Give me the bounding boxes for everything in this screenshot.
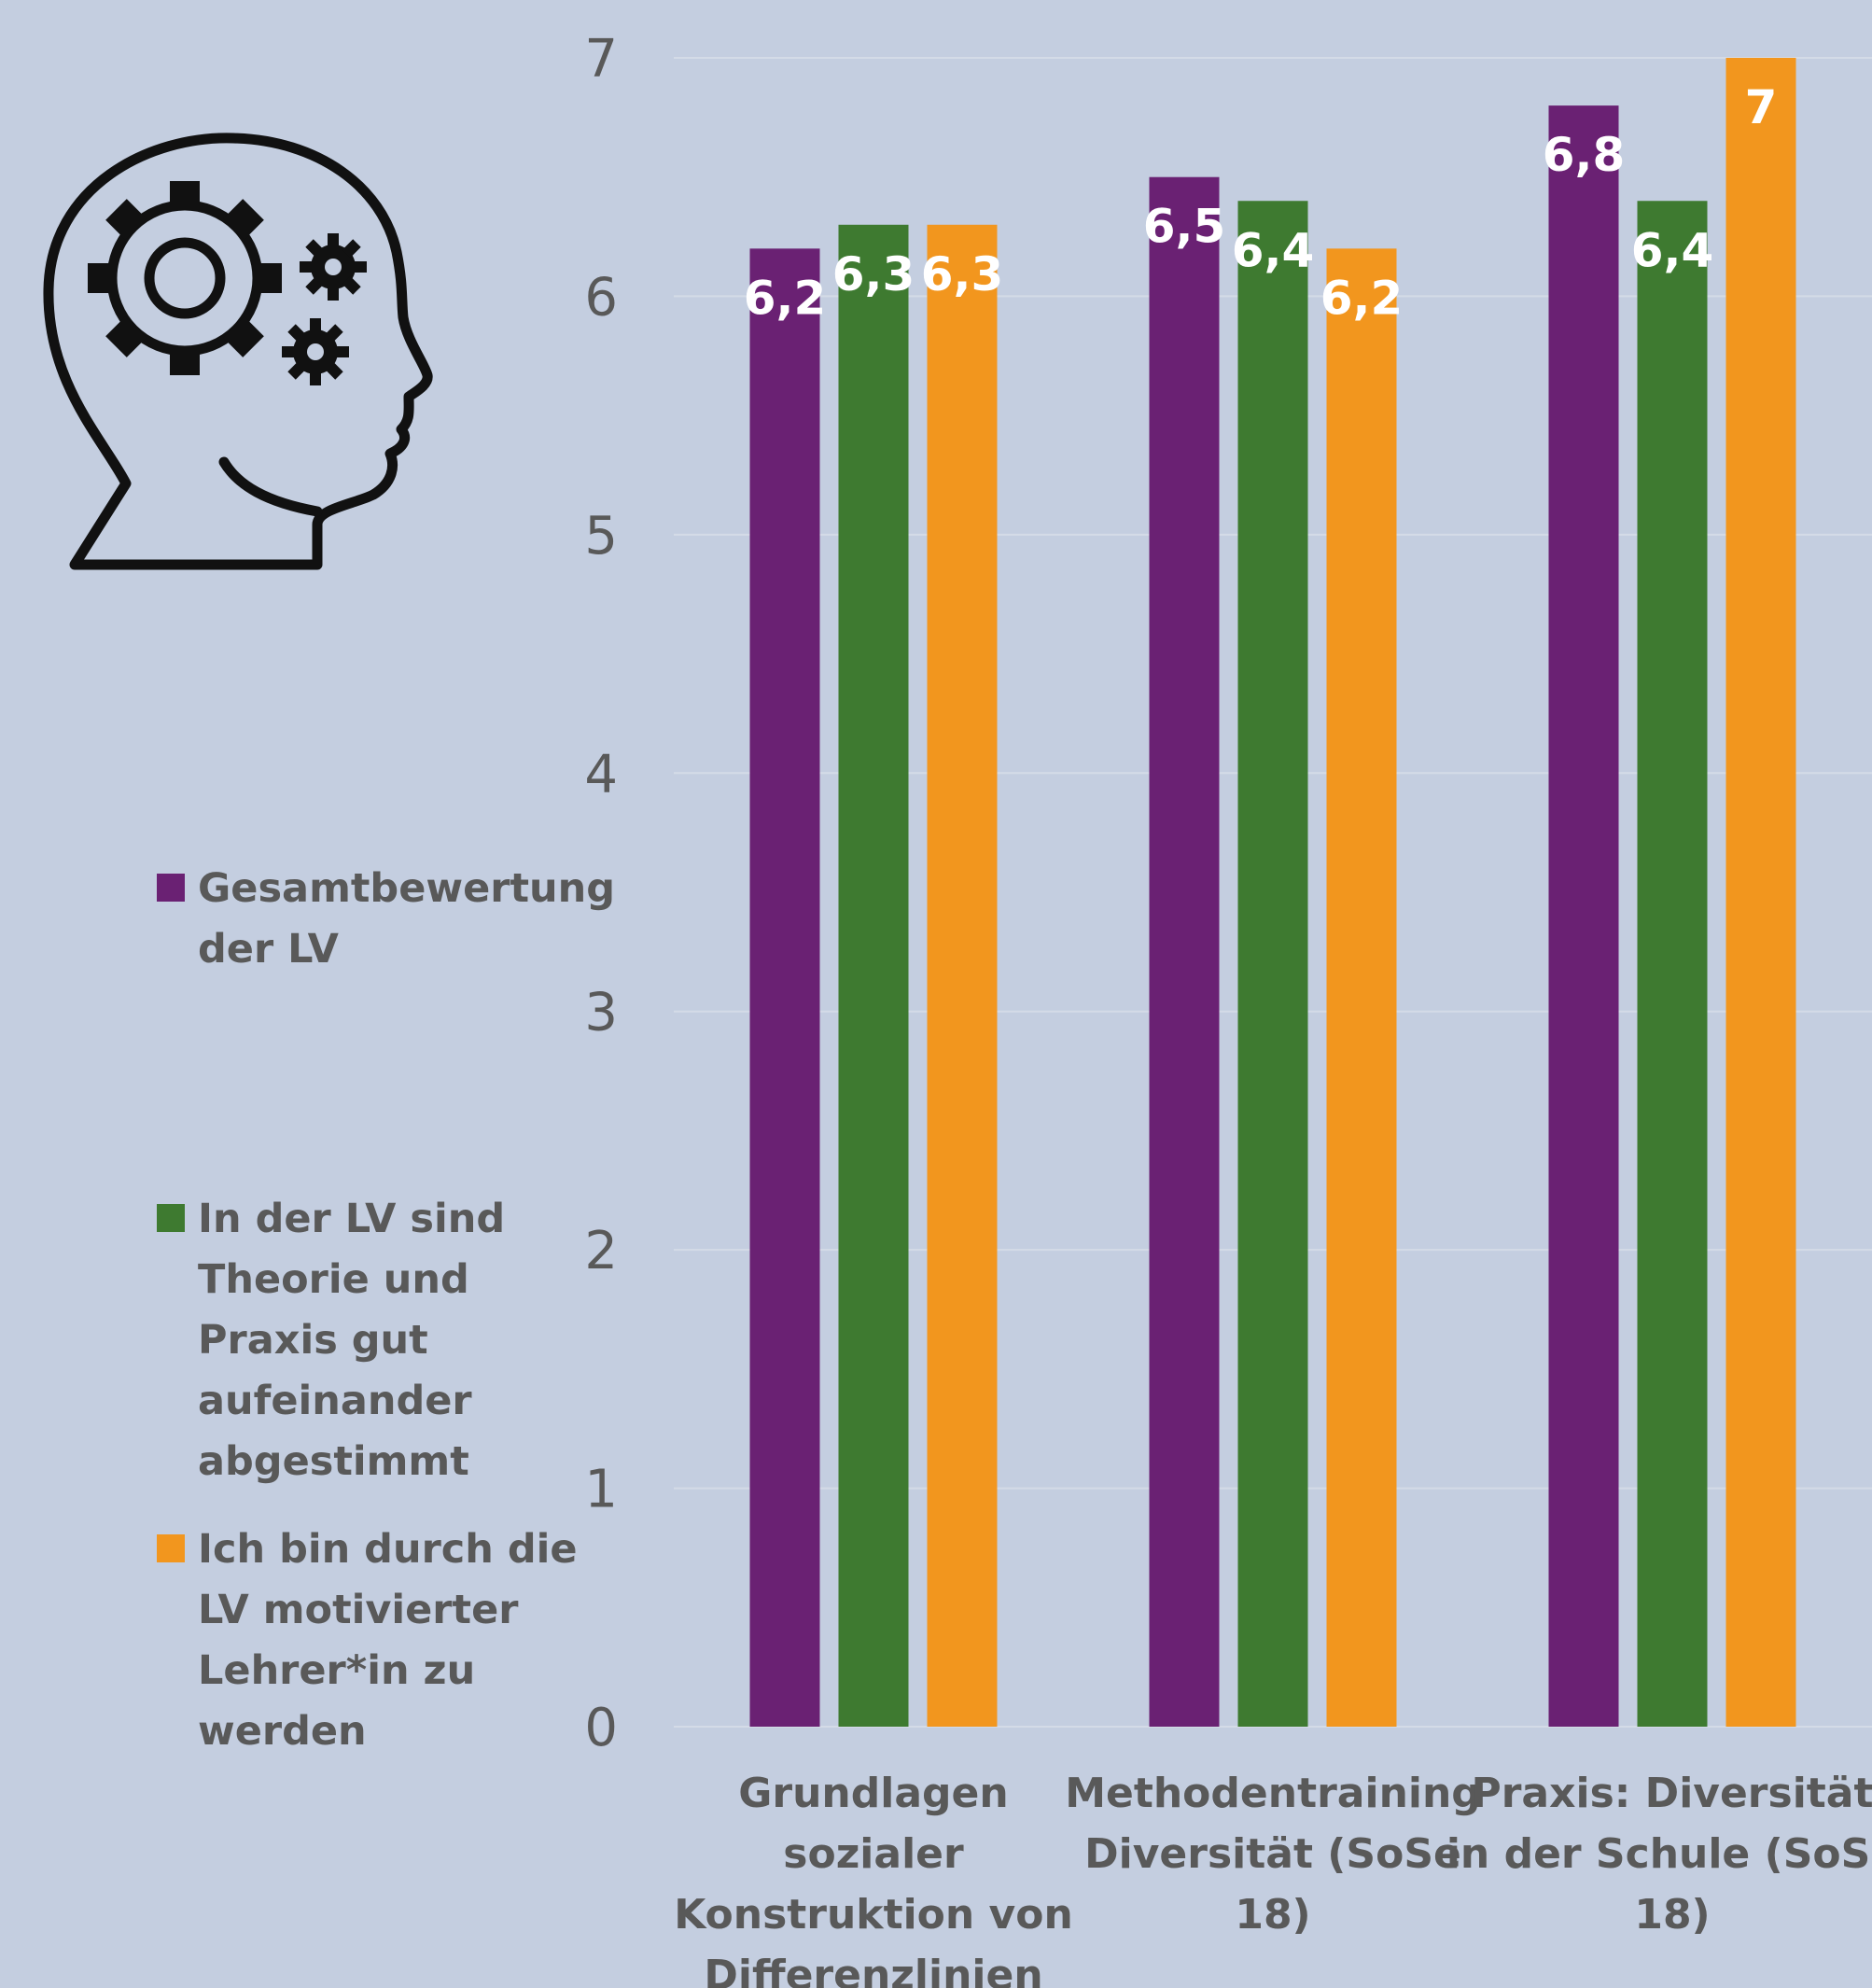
bar [1637,201,1708,1728]
data-labels: 6,26,56,86,3 6,4 6,46,3 6,27 [744,80,1778,325]
head-with-gears-icon [37,131,448,583]
y-tick-label: 0 [584,1698,618,1758]
data-label: 6,4 [1631,223,1714,277]
legend-swatch [157,1204,185,1232]
bar [749,248,820,1727]
bar [1326,248,1397,1727]
category-label: Konstruktion von [674,1891,1073,1939]
y-tick-label: 4 [584,744,618,805]
legend-label: Ich bin durch die LV motivierter Lehrer*… [198,1526,578,1755]
y-axis: 0 1 2 3 4 5 6 7 [584,29,618,1758]
y-tick-label: 3 [584,983,618,1043]
legend-label: Gesamtbewertung der LV [198,865,616,973]
category-label: Grundlagen [738,1770,1008,1817]
y-tick-label: 1 [584,1460,618,1520]
data-label: 6,2 [1320,271,1404,325]
legend-swatch [157,874,185,902]
y-tick-label: 6 [584,267,618,328]
category-label: Diversität (SoSe [1084,1830,1461,1878]
data-label: 7 [1745,80,1778,134]
category-label: Praxis: Diversität [1471,1770,1872,1817]
x-axis-categories: Grundlagen sozialer Konstruktion von Differ… [674,1770,1872,1988]
data-label: 6,4 [1232,223,1315,277]
data-label: 6,8 [1543,128,1626,182]
bar [1725,58,1796,1727]
legend-swatch [157,1534,185,1562]
y-tick-label: 2 [584,1221,618,1281]
y-tick-label: 5 [584,506,618,567]
data-label: 6,3 [832,247,915,301]
bar [1548,105,1619,1728]
bar [927,224,998,1727]
category-label: 18) [1634,1891,1710,1939]
category-label: sozialer [783,1830,964,1878]
bars [749,58,1796,1728]
data-label: 6,2 [744,271,827,325]
category-label: Methodentraining [1065,1770,1481,1817]
data-label: 6,3 [921,247,1004,301]
bar [1149,176,1220,1728]
y-tick-label: 7 [584,29,618,90]
data-label: 6,5 [1143,200,1226,254]
category-label: in der Schule (SoSe [1446,1830,1872,1878]
bar [838,224,909,1727]
category-label: 18) [1235,1891,1310,1939]
category-label: Differenzlinien [704,1952,1042,1988]
legend-label: In der LV sind Theorie und Praxis gut au… [198,1196,506,1485]
bar [1237,201,1308,1728]
